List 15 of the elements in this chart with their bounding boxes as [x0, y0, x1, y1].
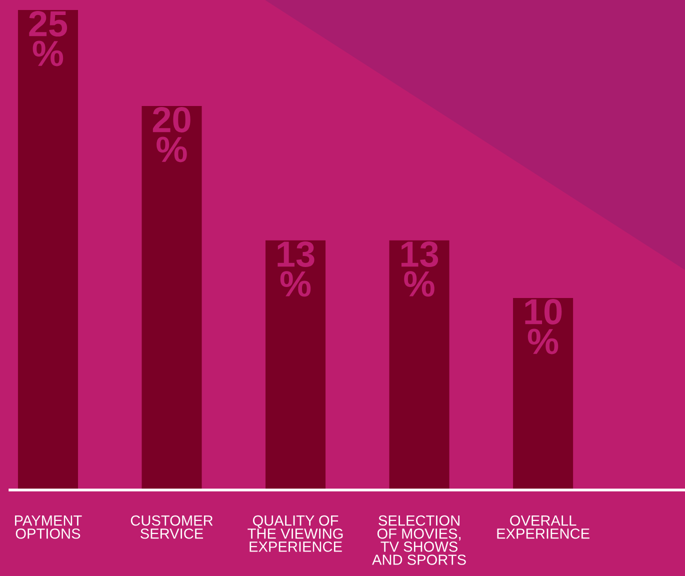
bar [513, 298, 574, 490]
x-tick-label: OVERALL EXPERIENCE [497, 515, 590, 539]
x-tick-label: CUSTOMER SERVICE [130, 515, 213, 539]
x-tick-label: SELECTION OF MOVIES, TV SHOWS AND SPORTS [372, 515, 466, 565]
bar [18, 10, 78, 490]
bar [142, 106, 202, 490]
bar [389, 240, 450, 490]
data-label: 13 % [401, 241, 438, 297]
data-label: 25 % [29, 10, 68, 66]
x-tick-label: PAYMENT OPTIONS [15, 516, 82, 539]
data-label: 13 % [278, 241, 314, 297]
data-label: 10 % [525, 298, 562, 354]
data-label: 20 % [152, 106, 190, 162]
x-tick-label: QUALITY OF THE VIEWING EXPERIENCE [248, 515, 343, 552]
bar [266, 240, 326, 490]
